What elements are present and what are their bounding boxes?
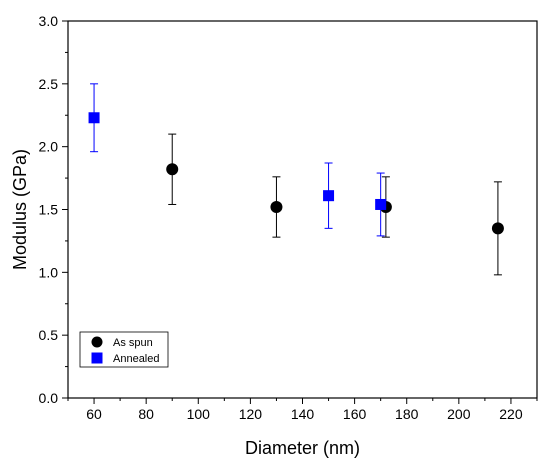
x-tick-label: 200 bbox=[447, 406, 471, 422]
legend-label-as-spun: As spun bbox=[113, 337, 153, 349]
x-tick-label: 220 bbox=[499, 406, 523, 422]
x-tick-label: 120 bbox=[239, 406, 263, 422]
legend-marker-as-spun bbox=[91, 336, 103, 348]
data-marks bbox=[88, 83, 504, 276]
x-axis-title: Diameter (nm) bbox=[245, 438, 360, 458]
y-tick-label: 1.5 bbox=[39, 202, 59, 218]
point-as-spun bbox=[491, 222, 504, 235]
x-tick-label: 160 bbox=[343, 406, 367, 422]
point-annealed bbox=[88, 112, 100, 124]
x-tick-label: 180 bbox=[395, 406, 419, 422]
x-tick-label: 100 bbox=[187, 406, 211, 422]
y-tick-label: 3.0 bbox=[39, 13, 59, 29]
legend-label-annealed: Annealed bbox=[113, 353, 160, 365]
y-tick-label: 0.0 bbox=[39, 390, 59, 406]
point-annealed bbox=[375, 198, 387, 210]
y-tick-label: 2.5 bbox=[39, 76, 59, 92]
x-tick-label: 140 bbox=[291, 406, 315, 422]
point-as-spun bbox=[270, 200, 283, 213]
legend-marker-annealed bbox=[91, 352, 103, 364]
axis-tick-labels: 60 80 100 120 140 160 180 200 220 0.0 0.5 1.0 1.5 2.0… bbox=[39, 13, 523, 422]
axis-ticks bbox=[62, 20, 538, 404]
y-tick-label: 0.5 bbox=[39, 327, 59, 343]
point-annealed bbox=[323, 190, 335, 202]
y-tick-label: 1.0 bbox=[39, 264, 59, 280]
y-axis-title: Modulus (GPa) bbox=[10, 149, 30, 270]
legend: As spun Annealed bbox=[79, 331, 169, 368]
x-tick-label: 80 bbox=[138, 406, 154, 422]
y-tick-label: 2.0 bbox=[39, 139, 59, 155]
x-tick-label: 60 bbox=[86, 406, 102, 422]
point-as-spun bbox=[166, 163, 179, 176]
